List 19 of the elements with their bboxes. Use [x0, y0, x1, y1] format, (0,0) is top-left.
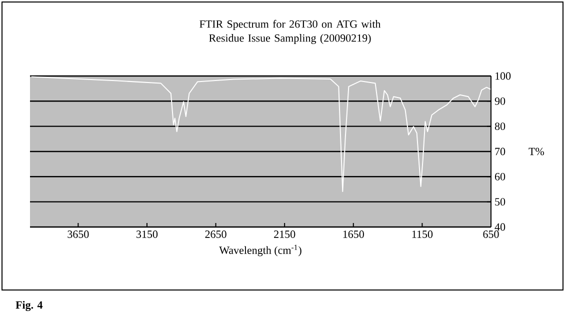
y-tick-label: 50	[495, 198, 506, 206]
x-tick-label: 3150	[136, 230, 158, 238]
x-tick-label: 3650	[68, 230, 89, 238]
y-tick-label: 80	[494, 122, 506, 130]
x-tick-label: 1650	[343, 230, 364, 238]
x-tick-label: 2650	[205, 230, 226, 238]
x-tick-label: 1150	[412, 230, 433, 238]
y-tick-label: 100	[495, 72, 511, 80]
y-tick-label: 40	[494, 223, 506, 231]
text: Fig. 4	[16, 300, 43, 312]
chart-title: FTIR Spectrum for 26T30 on ATG with Residue Issue Sampling (20090219)	[200, 20, 381, 44]
line-series	[30, 76, 492, 192]
y-tick-label: 90	[494, 97, 506, 105]
y-tick-label: 60	[494, 172, 506, 180]
x-axis-title: Wavelength (cm$^{-1}$)	[219, 244, 302, 256]
y-tick-label: 70	[495, 148, 506, 156]
x-tick-label: 650	[483, 230, 499, 238]
x-tick-label: 2150	[274, 230, 296, 238]
y-axis-title: T%	[528, 148, 544, 156]
